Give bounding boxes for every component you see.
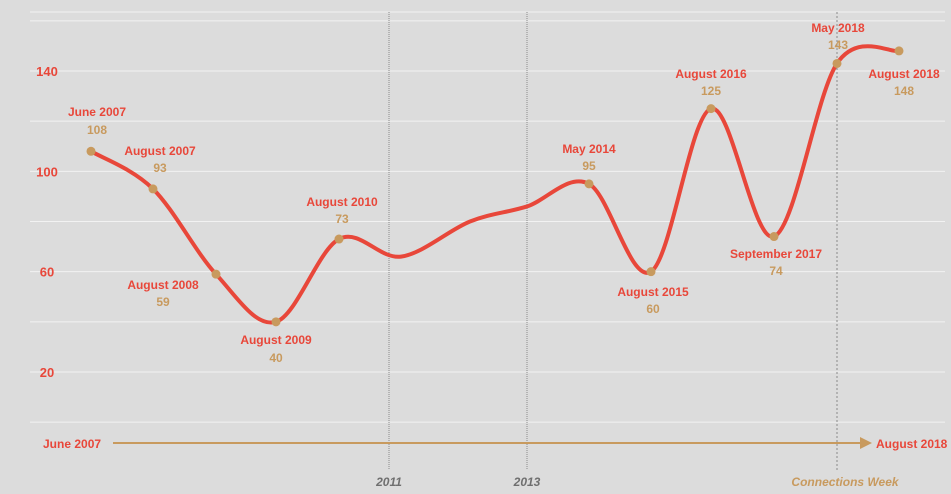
data-point-value: 93 — [153, 161, 167, 175]
data-point-marker — [211, 269, 221, 279]
reference-line-label: 2011 — [375, 475, 402, 489]
data-point-value: 143 — [828, 38, 848, 52]
data-point-marker — [271, 317, 281, 327]
data-point-label: June 2007 — [68, 105, 126, 119]
data-point-label: August 2007 — [124, 144, 196, 158]
gridlines — [30, 11, 945, 423]
data-point-label: September 2017 — [730, 247, 822, 261]
data-point-marker — [832, 58, 842, 68]
timeline-arrowhead — [860, 437, 872, 449]
y-tick-label: 100 — [36, 164, 58, 179]
data-point-label: August 2015 — [617, 285, 689, 299]
data-point-value: 60 — [646, 302, 660, 316]
data-point-label: August 2010 — [306, 195, 378, 209]
data-point-marker — [148, 184, 158, 194]
reference-line-label: Connections Week — [791, 475, 899, 489]
y-tick-label: 140 — [36, 64, 58, 79]
data-point-marker — [86, 146, 96, 156]
data-point-label: August 2016 — [675, 67, 747, 81]
data-point-label: May 2014 — [562, 142, 616, 156]
data-point-marker — [646, 267, 656, 277]
reference-line-label: 2013 — [513, 475, 541, 489]
data-point-marker — [334, 234, 344, 244]
timeline-arrow: June 2007 August 2018 — [43, 437, 948, 451]
data-point-value: 95 — [582, 159, 596, 173]
y-axis-ticks: 20 60 100 140 — [36, 64, 58, 380]
data-point-value: 108 — [87, 123, 107, 137]
data-point-marker — [769, 232, 779, 242]
reference-lines: 2011 2013 Connections Week — [375, 12, 900, 489]
data-point-label: August 2008 — [127, 278, 199, 292]
timeline-end-label: August 2018 — [876, 437, 948, 451]
data-point-label: August 2018 — [868, 67, 940, 81]
y-tick-label: 20 — [40, 365, 54, 380]
data-points: June 2007 108 August 2007 93 August 2008 59 Au… — [68, 21, 940, 365]
data-series — [89, 44, 901, 325]
data-point-value: 125 — [701, 84, 721, 98]
data-point-value: 148 — [894, 84, 914, 98]
data-point-value: 59 — [156, 295, 170, 309]
data-point-label: May 2018 — [811, 21, 865, 35]
data-point-value: 40 — [269, 351, 283, 365]
data-point-marker — [894, 46, 904, 56]
series-line — [89, 44, 901, 325]
data-point-value: 74 — [769, 264, 783, 278]
data-point-label: August 2009 — [240, 333, 312, 347]
data-point-value: 73 — [335, 212, 349, 226]
data-point-marker — [706, 104, 716, 114]
data-point-marker — [584, 179, 594, 189]
y-tick-label: 60 — [40, 265, 54, 280]
timeline-start-label: June 2007 — [43, 437, 101, 451]
